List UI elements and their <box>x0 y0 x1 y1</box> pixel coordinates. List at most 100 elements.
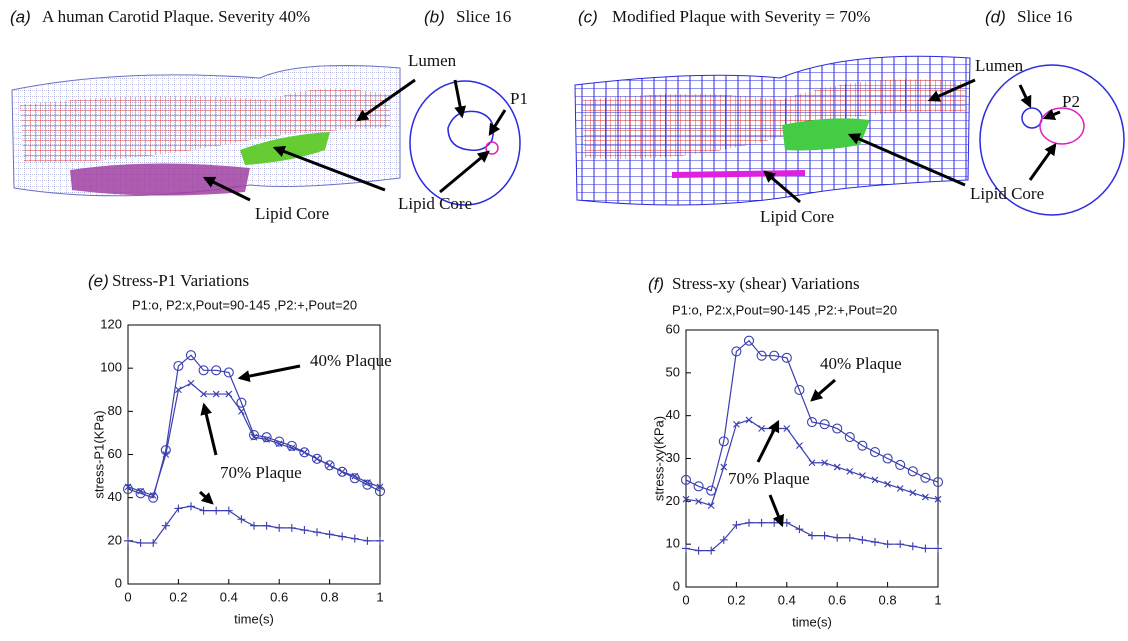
marker <box>325 530 334 539</box>
panel-title: A human Carotid Plaque. Severity 40% <box>42 7 310 26</box>
panel-a: (a) A human Carotid Plaque. Severity 40%… <box>10 7 457 223</box>
arrow <box>198 490 214 505</box>
marker <box>351 472 359 480</box>
marker <box>694 546 703 555</box>
chart-label: (e) <box>88 271 109 290</box>
marker <box>200 390 207 398</box>
marker <box>300 526 309 535</box>
lumen-mesh <box>582 79 965 160</box>
marker <box>225 390 233 398</box>
marker <box>908 542 917 551</box>
marker <box>907 466 918 477</box>
annotation: 40% Plaque <box>310 351 392 370</box>
marker <box>324 460 335 471</box>
label: Lipid Core <box>760 207 834 226</box>
marker <box>896 485 904 492</box>
marker <box>833 463 841 471</box>
y-tick-label: 50 <box>666 364 680 379</box>
chart-title: Stress-xy (shear) Variations <box>672 274 860 293</box>
marker <box>363 536 372 545</box>
arrow <box>200 402 218 456</box>
marker <box>250 433 258 441</box>
y-tick-label: 100 <box>100 360 122 375</box>
label: P1 <box>510 89 528 108</box>
y-tick-label: 60 <box>666 321 680 336</box>
arrow <box>768 494 785 528</box>
marker <box>137 487 144 495</box>
arrow <box>763 170 801 204</box>
x-tick-label: 0.4 <box>778 592 796 607</box>
marker <box>262 521 271 530</box>
marker <box>921 544 930 553</box>
x-tick-label: 0.4 <box>220 589 238 604</box>
chart-title: Stress-P1 Variations <box>112 271 249 290</box>
vessel-wall <box>409 80 521 206</box>
x-tick-label: 0.8 <box>879 592 897 607</box>
marker <box>173 360 184 372</box>
marker <box>808 459 816 467</box>
marker <box>707 502 715 510</box>
y-tick-label: 80 <box>108 403 122 418</box>
marker <box>920 472 931 483</box>
panel-label: (b) <box>424 7 445 26</box>
marker <box>301 448 308 456</box>
chart-label: (f) <box>648 274 664 293</box>
marker <box>720 463 728 471</box>
arrow <box>202 176 251 202</box>
marker <box>250 521 258 530</box>
marker <box>311 453 323 464</box>
annotation: 70% Plaque <box>220 463 302 482</box>
panel-b: (b) Slice 16 P1 Lipid Core <box>272 7 528 213</box>
marker <box>149 492 157 499</box>
marker <box>364 479 371 486</box>
label: P2 <box>1062 92 1080 111</box>
marker <box>806 417 818 428</box>
marker <box>223 367 234 378</box>
marker <box>695 497 702 505</box>
marker <box>313 455 321 463</box>
y-tick-label: 0 <box>115 575 122 590</box>
panel-c: (c) Modified Plaque with Severity = 70% … <box>574 7 1024 226</box>
x-tick-label: 0.6 <box>828 592 846 607</box>
marker <box>871 538 879 547</box>
panel-label: (a) <box>10 7 31 26</box>
marker <box>212 506 221 515</box>
marker <box>857 440 868 451</box>
marker <box>224 506 233 515</box>
marker <box>187 379 195 387</box>
lipid-core <box>70 163 250 196</box>
marker <box>871 476 879 484</box>
vessel-wall <box>979 64 1125 216</box>
arrow <box>1028 143 1057 181</box>
label: Lumen <box>408 51 457 70</box>
y-tick-label: 120 <box>100 316 122 331</box>
annotation: 70% Plaque <box>728 469 810 488</box>
marker <box>719 535 728 544</box>
marker <box>732 520 741 529</box>
marker <box>682 544 690 553</box>
marker <box>350 534 359 543</box>
marker <box>783 425 791 432</box>
arrow <box>756 419 780 463</box>
marker <box>756 350 767 361</box>
marker <box>758 425 765 432</box>
arrow <box>810 378 836 402</box>
marker <box>338 468 346 476</box>
marker <box>821 459 828 467</box>
marker <box>731 346 742 357</box>
annotation: 40% Plaque <box>820 354 902 373</box>
x-tick-label: 0.6 <box>270 589 288 604</box>
marker <box>198 365 209 376</box>
marker <box>745 518 753 527</box>
x-tick-label: 1 <box>376 589 383 604</box>
label: Lumen <box>975 56 1024 75</box>
y-tick-label: 10 <box>666 536 680 551</box>
x-axis-label: time(s) <box>792 614 832 629</box>
marker <box>149 538 158 547</box>
chart-subtitle: P1:o, P2:x,Pout=90-145 ,P2:+,Pout=20 <box>672 302 897 317</box>
marker <box>287 523 296 532</box>
marker <box>707 546 716 555</box>
chart-subtitle: P1:o, P2:x,Pout=90-145 ,P2:+,Pout=20 <box>132 297 357 312</box>
marker <box>882 453 893 464</box>
